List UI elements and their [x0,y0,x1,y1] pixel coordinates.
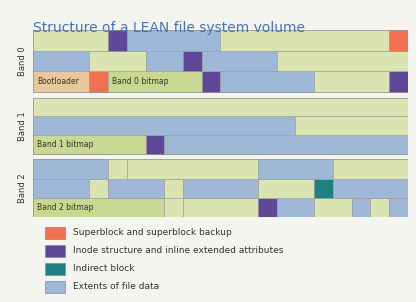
Bar [314,71,389,92]
Bar [295,116,408,135]
Bar [33,198,164,217]
Bar [164,198,183,217]
Bar [127,159,258,179]
Bar [220,71,314,92]
Bar [202,71,220,92]
Bar [45,245,65,257]
Bar [314,198,352,217]
Bar [33,135,146,154]
Bar [45,281,65,293]
Bar [33,179,89,198]
Bar [258,198,277,217]
Bar [258,179,314,198]
Bar [370,198,389,217]
Bar [33,71,89,92]
Bar [108,30,127,51]
Bar [220,30,389,51]
Text: Structure of a LEAN file system volume: Structure of a LEAN file system volume [33,21,305,35]
Bar [183,198,258,217]
Text: Band 2 bitmap: Band 2 bitmap [37,203,94,212]
Bar [277,51,408,71]
Bar [183,179,258,198]
Bar [108,159,127,179]
Bar [33,30,408,92]
Bar [146,135,164,154]
Bar [146,51,183,71]
Bar [164,135,408,154]
Bar [45,263,65,275]
Bar [352,198,370,217]
Bar [45,226,65,239]
Bar [33,30,108,51]
Bar [183,51,202,71]
Bar [33,98,408,116]
Text: Bootloader: Bootloader [37,77,79,86]
Bar [89,51,146,71]
Bar [33,51,89,71]
Bar [389,198,416,217]
Bar [202,51,277,71]
Text: Extents of file data: Extents of file data [73,282,159,291]
Text: Band 1: Band 1 [17,111,27,140]
Bar [33,159,408,217]
Text: Band 0: Band 0 [17,46,27,76]
Bar [277,198,314,217]
Bar [89,179,108,198]
Bar [33,159,108,179]
Bar [389,71,408,92]
Text: Indirect block: Indirect block [73,264,134,273]
Bar [333,159,408,179]
Bar [164,179,183,198]
Text: Band 2: Band 2 [17,174,27,203]
Bar [33,98,408,154]
Bar [108,71,202,92]
Bar [314,179,333,198]
Text: Band 0 bitmap: Band 0 bitmap [112,77,168,86]
Text: Inode structure and inline extended attributes: Inode structure and inline extended attr… [73,246,283,255]
Text: Band 1 bitmap: Band 1 bitmap [37,140,94,149]
Text: Superblock and superblock backup: Superblock and superblock backup [73,228,231,237]
Bar [258,159,333,179]
Bar [108,179,164,198]
Bar [333,179,408,198]
Bar [89,71,108,92]
Bar [127,30,220,51]
Bar [389,30,408,51]
Bar [33,116,295,135]
